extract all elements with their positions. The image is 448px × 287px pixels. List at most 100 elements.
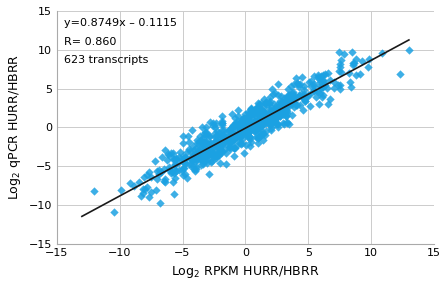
Point (320, 80, 327, 85)
Point (211, 140, 218, 145)
Point (288, 101, 295, 106)
Point (257, 101, 264, 106)
Point (201, 130, 208, 135)
Point (259, 111, 266, 116)
Point (188, 128, 195, 133)
Point (237, 141, 245, 146)
Point (130, 184, 138, 188)
Point (310, 88, 318, 92)
Point (188, 158, 195, 163)
Point (242, 143, 249, 148)
Point (191, 169, 198, 174)
Point (168, 170, 175, 175)
Point (316, 79, 323, 84)
Point (161, 180, 168, 185)
Point (205, 134, 212, 138)
Point (286, 96, 293, 101)
Point (199, 162, 206, 166)
Point (295, 85, 302, 89)
Point (224, 141, 231, 146)
Point (220, 135, 227, 139)
Point (324, 101, 332, 106)
Point (192, 158, 199, 162)
Point (256, 111, 263, 116)
Point (227, 139, 234, 144)
Point (223, 162, 230, 166)
Point (214, 154, 221, 159)
Point (206, 151, 213, 156)
Point (260, 104, 267, 109)
Point (204, 144, 211, 148)
Point (189, 154, 196, 158)
Point (255, 129, 262, 133)
Point (198, 138, 205, 142)
Point (230, 133, 237, 138)
Point (240, 130, 247, 135)
Point (258, 121, 265, 125)
Point (319, 85, 326, 90)
Point (172, 157, 179, 162)
Point (243, 123, 250, 127)
Point (352, 57, 359, 62)
Point (240, 130, 247, 135)
Point (245, 133, 252, 138)
Point (272, 91, 279, 96)
Point (319, 84, 326, 89)
Point (254, 109, 262, 114)
Point (324, 86, 331, 90)
Point (203, 152, 211, 157)
Point (230, 146, 237, 150)
Point (274, 113, 281, 118)
Point (269, 113, 276, 117)
Point (164, 152, 172, 156)
Point (201, 159, 208, 164)
Point (266, 110, 273, 115)
Point (168, 169, 175, 174)
Point (272, 115, 280, 119)
Point (248, 139, 255, 144)
Point (280, 122, 288, 127)
Point (202, 158, 209, 162)
Point (152, 188, 159, 193)
Point (161, 167, 168, 171)
Point (245, 110, 252, 115)
Point (285, 92, 292, 97)
Point (253, 121, 260, 125)
Point (203, 161, 211, 166)
Point (172, 156, 180, 160)
Point (283, 94, 290, 99)
Point (201, 147, 208, 152)
Point (316, 84, 323, 89)
Point (312, 95, 319, 100)
Point (350, 63, 357, 67)
Point (289, 91, 296, 96)
Point (198, 146, 206, 151)
Point (195, 141, 202, 145)
Point (199, 154, 206, 158)
Point (211, 131, 219, 135)
Point (298, 74, 305, 79)
Point (211, 135, 219, 140)
Point (257, 119, 264, 123)
Point (258, 121, 265, 125)
Point (261, 115, 268, 119)
Point (196, 134, 203, 138)
Point (222, 139, 229, 144)
Point (235, 123, 242, 127)
Point (181, 166, 188, 170)
Point (268, 87, 276, 92)
Point (299, 95, 306, 100)
Point (246, 113, 253, 117)
Point (209, 124, 216, 129)
Point (220, 136, 227, 140)
Point (209, 121, 216, 125)
Point (291, 95, 298, 99)
Point (319, 78, 326, 83)
Point (336, 87, 344, 92)
Point (260, 113, 267, 118)
Point (327, 78, 334, 82)
Point (246, 128, 253, 133)
Point (337, 70, 345, 75)
Point (282, 107, 289, 111)
Point (226, 140, 233, 145)
